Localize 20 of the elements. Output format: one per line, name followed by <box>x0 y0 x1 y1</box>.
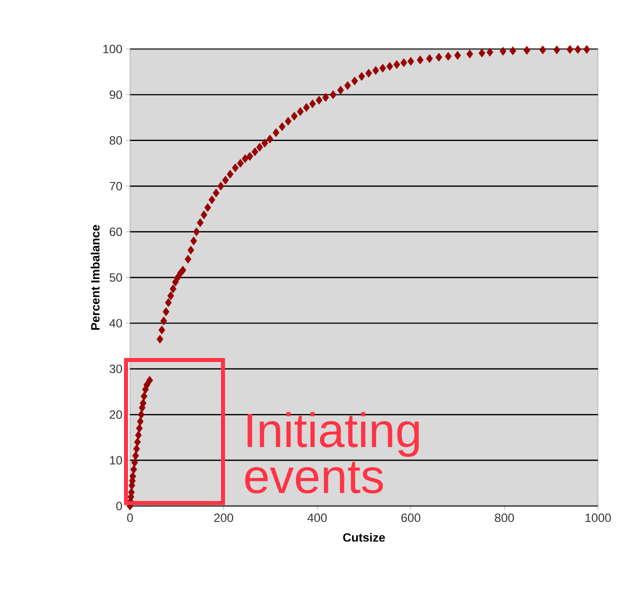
y-tick-label: 40 <box>109 318 122 328</box>
y-tick-label: 60 <box>110 228 122 236</box>
x-axis-title: Cutsize <box>343 532 385 542</box>
y-tick-label: 90 <box>110 90 122 99</box>
y-tick-label: 50 <box>110 273 122 282</box>
annotation: Initiating events <box>245 412 419 494</box>
x-tick-label: 400 <box>307 514 327 522</box>
y-tick-label: 80 <box>110 136 122 145</box>
y-tick-label: 100 <box>103 44 122 54</box>
y-axis-title: Percent Imbalance <box>90 224 100 330</box>
y-tick-label: 10 <box>110 456 122 465</box>
x-tick-label: 0 <box>127 514 133 522</box>
y-tick-label: 30 <box>110 364 122 374</box>
x-tick-label: 1000 <box>586 514 611 522</box>
x-tick-label: 600 <box>401 514 420 522</box>
y-tick-label: 0 <box>116 502 122 510</box>
x-tick-label: 200 <box>214 514 234 522</box>
x-tick-label: 800 <box>494 514 514 522</box>
y-tick-label: 70 <box>110 182 122 190</box>
y-tick-label: 20 <box>110 410 122 419</box>
